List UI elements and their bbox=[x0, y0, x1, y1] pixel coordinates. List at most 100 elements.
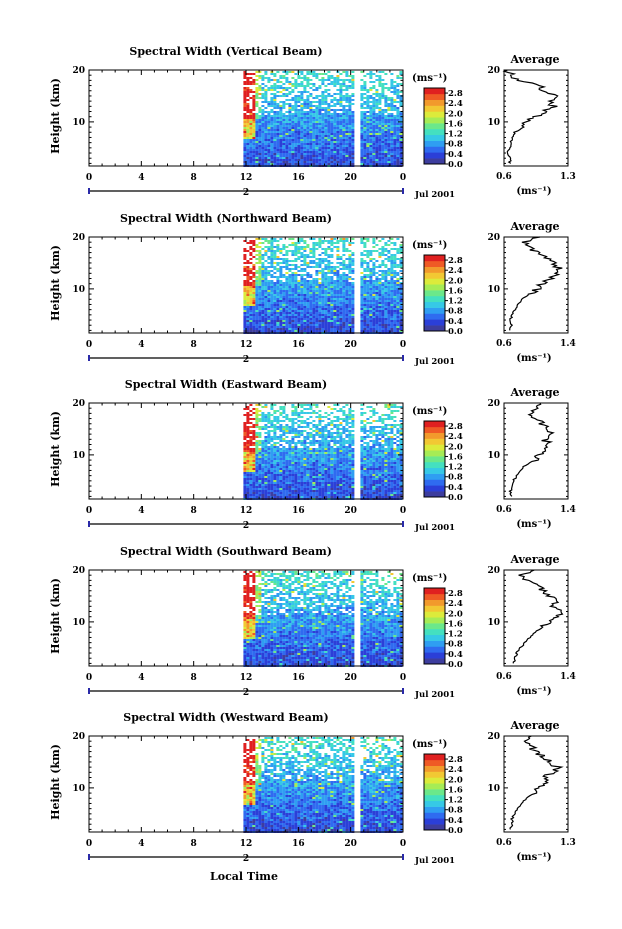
heatmap-cell bbox=[297, 149, 301, 151]
heatmap-cell bbox=[243, 270, 247, 272]
heatmap-cell bbox=[399, 260, 403, 262]
heatmap-cell bbox=[282, 125, 286, 127]
heatmap-cell bbox=[300, 161, 304, 163]
heatmap-cell bbox=[273, 494, 277, 496]
heatmap-cell bbox=[258, 288, 262, 290]
heatmap-cell bbox=[306, 129, 310, 131]
heatmap-cell bbox=[309, 159, 313, 161]
heatmap-cell bbox=[243, 266, 247, 268]
heatmap-cell bbox=[351, 320, 355, 322]
heatmap-cell bbox=[393, 159, 397, 161]
heatmap-cell bbox=[267, 308, 271, 310]
heatmap-cell bbox=[282, 308, 286, 310]
heatmap-cell bbox=[258, 161, 262, 163]
heatmap-cell bbox=[330, 250, 334, 252]
heatmap-cell bbox=[285, 129, 289, 131]
heatmap-cell bbox=[333, 272, 337, 274]
heatmap-cell bbox=[348, 81, 352, 83]
heatmap-cell bbox=[267, 454, 271, 456]
heatmap-cell bbox=[318, 284, 322, 286]
heatmap-cell bbox=[291, 294, 295, 296]
heatmap-cell bbox=[276, 308, 280, 310]
heatmap-cell bbox=[243, 163, 247, 165]
heatmap-cell bbox=[360, 139, 364, 141]
heatmap-cell bbox=[261, 111, 265, 113]
heatmap-cell bbox=[261, 314, 265, 316]
heatmap-cell bbox=[276, 240, 280, 242]
heatmap-cell bbox=[378, 83, 382, 85]
heatmap-cell bbox=[294, 294, 298, 296]
heatmap-cell bbox=[276, 418, 280, 420]
heatmap-cell bbox=[363, 103, 367, 105]
heatmap-cell bbox=[387, 322, 391, 324]
heatmap-cell bbox=[399, 300, 403, 302]
heatmap-cell bbox=[321, 292, 325, 294]
heatmap-cell bbox=[330, 270, 334, 272]
heatmap-cell bbox=[387, 109, 391, 111]
heatmap-cell bbox=[255, 482, 259, 484]
heatmap-cell bbox=[330, 240, 334, 242]
heatmap-cell bbox=[243, 143, 247, 145]
heatmap-cell bbox=[282, 316, 286, 318]
heatmap-cell bbox=[306, 135, 310, 137]
heatmap-cell bbox=[270, 123, 274, 125]
colorbar-tick-label: 1.2 bbox=[448, 297, 463, 307]
heatmap-cell bbox=[264, 280, 268, 282]
panel-title: Spectral Width (Northward Beam) bbox=[120, 212, 332, 225]
heatmap-cell bbox=[294, 260, 298, 262]
heatmap-cell bbox=[288, 264, 292, 266]
heatmap-cell bbox=[348, 101, 352, 103]
heatmap-cell bbox=[345, 89, 349, 91]
heatmap-cell bbox=[390, 119, 394, 121]
heatmap-cell bbox=[342, 316, 346, 318]
heatmap-cell bbox=[252, 488, 256, 490]
heatmap-cell bbox=[270, 474, 274, 476]
heatmap-cell bbox=[252, 320, 256, 322]
heatmap-cell bbox=[279, 125, 283, 127]
heatmap-cell bbox=[333, 93, 337, 95]
heatmap-cell bbox=[387, 153, 391, 155]
heatmap-cell bbox=[246, 476, 250, 478]
heatmap-cell bbox=[285, 161, 289, 163]
heatmap-cell bbox=[300, 290, 304, 292]
heatmap-cell bbox=[324, 117, 328, 119]
heatmap-cell bbox=[255, 448, 259, 450]
heatmap-cell bbox=[330, 113, 334, 115]
heatmap-cell bbox=[282, 462, 286, 464]
heatmap-cell bbox=[267, 77, 271, 79]
heatmap-cell bbox=[309, 103, 313, 105]
heatmap-cell bbox=[255, 163, 259, 165]
heatmap-cell bbox=[249, 418, 253, 420]
heatmap-cell bbox=[270, 109, 274, 111]
heatmap-cell bbox=[387, 141, 391, 143]
heatmap-cell bbox=[252, 492, 256, 494]
heatmap-cell bbox=[318, 302, 322, 304]
heatmap-cell bbox=[258, 312, 262, 314]
heatmap-cell bbox=[270, 79, 274, 81]
heatmap-cell bbox=[282, 129, 286, 131]
heatmap-cell bbox=[246, 432, 250, 434]
heatmap-cell bbox=[297, 304, 301, 306]
heatmap-cell bbox=[306, 103, 310, 105]
heatmap-cell bbox=[279, 452, 283, 454]
heatmap-cell bbox=[255, 494, 259, 496]
heatmap-cell bbox=[294, 282, 298, 284]
heatmap-cell bbox=[363, 288, 367, 290]
heatmap-cell bbox=[348, 135, 352, 137]
heatmap-cell bbox=[273, 123, 277, 125]
heatmap-cell bbox=[273, 456, 277, 458]
heatmap-cell bbox=[387, 119, 391, 121]
heatmap-cell bbox=[282, 143, 286, 145]
heatmap-cell bbox=[276, 268, 280, 270]
heatmap-cell bbox=[375, 145, 379, 147]
heatmap-cell bbox=[381, 238, 385, 240]
heatmap-cell bbox=[270, 294, 274, 296]
heatmap-cell bbox=[303, 248, 307, 250]
heatmap-cell bbox=[285, 147, 289, 149]
heatmap-cell bbox=[273, 314, 277, 316]
heatmap-cell bbox=[351, 304, 355, 306]
colorbar-frame bbox=[423, 87, 446, 165]
heatmap-cell bbox=[303, 288, 307, 290]
heatmap-cell bbox=[318, 95, 322, 97]
heatmap-cell bbox=[336, 159, 340, 161]
